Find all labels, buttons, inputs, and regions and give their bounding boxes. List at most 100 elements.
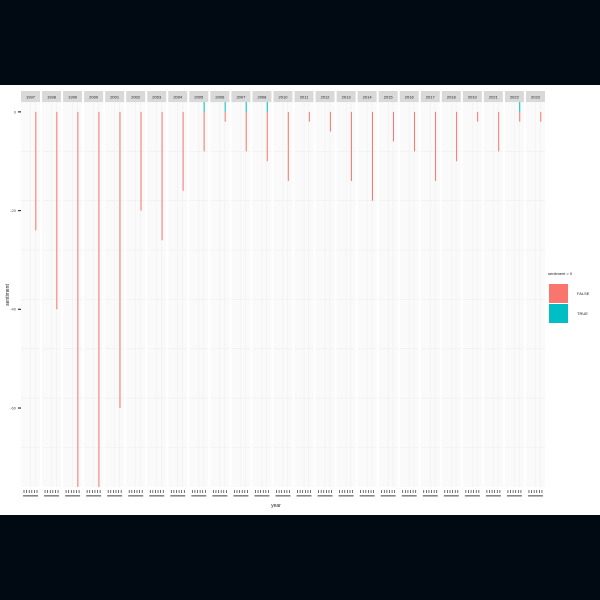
facet-strip [441, 91, 461, 102]
facet-strip [210, 91, 230, 102]
facet-panels: 1997 1998 1999 2000 2001 2002 2003 2004 2005 2006… [21, 91, 545, 497]
facet-strip [42, 91, 62, 102]
bar-negative [161, 111, 163, 241]
bar-positive [245, 102, 247, 112]
x-tick-label [443, 495, 459, 497]
facet-panel-2017: 2017 [420, 91, 440, 497]
facet-panel-2021: 2021 [483, 91, 503, 497]
bar-negative [540, 111, 542, 122]
facet-strip [336, 91, 356, 102]
facet-panel-2001: 2001 [105, 91, 125, 497]
bar-negative [56, 111, 58, 310]
bar-negative [435, 111, 437, 181]
facet-strip-label: 2012 [321, 94, 331, 99]
facet-panel-2012: 2012 [315, 91, 335, 497]
facet-panel-2003: 2003 [147, 91, 167, 497]
bar-negative [119, 111, 121, 409]
facet-strip-label: 2011 [300, 94, 309, 99]
bar-negative [393, 111, 394, 142]
bar-negative [140, 111, 142, 211]
facet-panel-2008: 2008 [252, 91, 272, 497]
facet-panel-2018: 2018 [441, 91, 461, 497]
facet-strip [525, 91, 545, 102]
x-tick-label [86, 495, 102, 497]
facet-panel-2014: 2014 [357, 91, 377, 497]
bar-negative [329, 111, 331, 132]
y-tick-label: -60 [10, 405, 17, 410]
x-axis-ticks [128, 490, 144, 497]
x-tick-label [23, 495, 38, 497]
x-axis-title: year [271, 503, 281, 509]
facet-strip [147, 91, 167, 102]
x-tick-label [422, 495, 438, 497]
facet-panel-1998: 1998 [42, 91, 62, 497]
facet-panel-2006: 2006 [210, 91, 230, 497]
facet-strip [357, 91, 377, 102]
bar-negative [350, 111, 352, 181]
bar-negative [245, 111, 247, 152]
x-tick-label [128, 495, 144, 497]
facet-panel-2022: 2022 [504, 91, 524, 497]
x-axis-ticks [149, 490, 165, 497]
facet-strip-label: 1999 [68, 94, 78, 99]
bar-negative [414, 111, 416, 152]
facet-strip-label: 2001 [110, 94, 120, 99]
bar-negative [182, 111, 184, 191]
x-axis-ticks [212, 490, 228, 497]
x-tick-label [275, 495, 291, 497]
x-axis-ticks [170, 490, 186, 497]
facet-strip [126, 91, 146, 102]
x-tick-label [233, 495, 249, 497]
facet-panel-2023: 2023 [525, 91, 545, 497]
bar-positive [266, 102, 268, 112]
bar-negative [308, 111, 310, 122]
bar-positive [519, 102, 521, 112]
facet-strip-label: 2007 [236, 94, 246, 99]
facet-strip-label: 2021 [489, 94, 499, 99]
x-axis-ticks [254, 490, 270, 497]
bar-negative [287, 111, 289, 181]
x-tick-label [254, 495, 270, 497]
facet-strip [504, 91, 524, 102]
x-axis-ticks [23, 490, 38, 497]
facet-strip-label: 2000 [89, 94, 99, 99]
x-tick-label [212, 495, 228, 497]
legend-label-false: FALSE [577, 291, 590, 296]
facet-strip-label: 2013 [342, 94, 352, 99]
facet-strip [420, 91, 440, 102]
facet-panel-2013: 2013 [336, 91, 356, 497]
facet-strip-label: 2015 [384, 94, 394, 99]
facet-strip [378, 91, 398, 102]
faceted-bar-chart: 1997 1998 1999 2000 2001 2002 2003 2004 2005 2006… [5, 91, 590, 509]
x-axis-ticks [275, 490, 291, 497]
facet-strip-label: 1997 [26, 94, 36, 99]
facet-strip-label: 2004 [173, 94, 183, 99]
x-axis-ticks [422, 490, 438, 497]
bar-negative [498, 111, 500, 152]
facet-strip-label: 2006 [215, 94, 225, 99]
legend-key-true [549, 304, 568, 323]
bar-negative [477, 111, 479, 122]
facet-strip [462, 91, 482, 102]
bar-negative [224, 111, 226, 122]
x-axis-ticks [107, 490, 123, 497]
facet-strip [21, 91, 40, 102]
facet-strip [105, 91, 125, 102]
x-tick-label [338, 495, 354, 497]
x-tick-label [317, 495, 333, 497]
facet-panel-2015: 2015 [378, 91, 398, 497]
facet-strip-label: 2022 [510, 94, 520, 99]
facet-strip-label: 2019 [468, 94, 478, 99]
legend: sentiment > 0 FALSE TRUE [548, 271, 590, 323]
x-axis-ticks [464, 490, 480, 497]
x-tick-label [44, 495, 60, 497]
facet-strip-label: 2008 [257, 94, 267, 99]
facet-strip [63, 91, 83, 102]
facet-strip [399, 91, 419, 102]
facet-strip-label: 2017 [426, 94, 436, 99]
chart-canvas: 1997 1998 1999 2000 2001 2002 2003 2004 2005 2006… [0, 85, 600, 515]
x-tick-label [401, 495, 417, 497]
x-axis-ticks [401, 490, 417, 497]
legend-title: sentiment > 0 [548, 271, 573, 276]
x-tick-label [296, 495, 312, 497]
